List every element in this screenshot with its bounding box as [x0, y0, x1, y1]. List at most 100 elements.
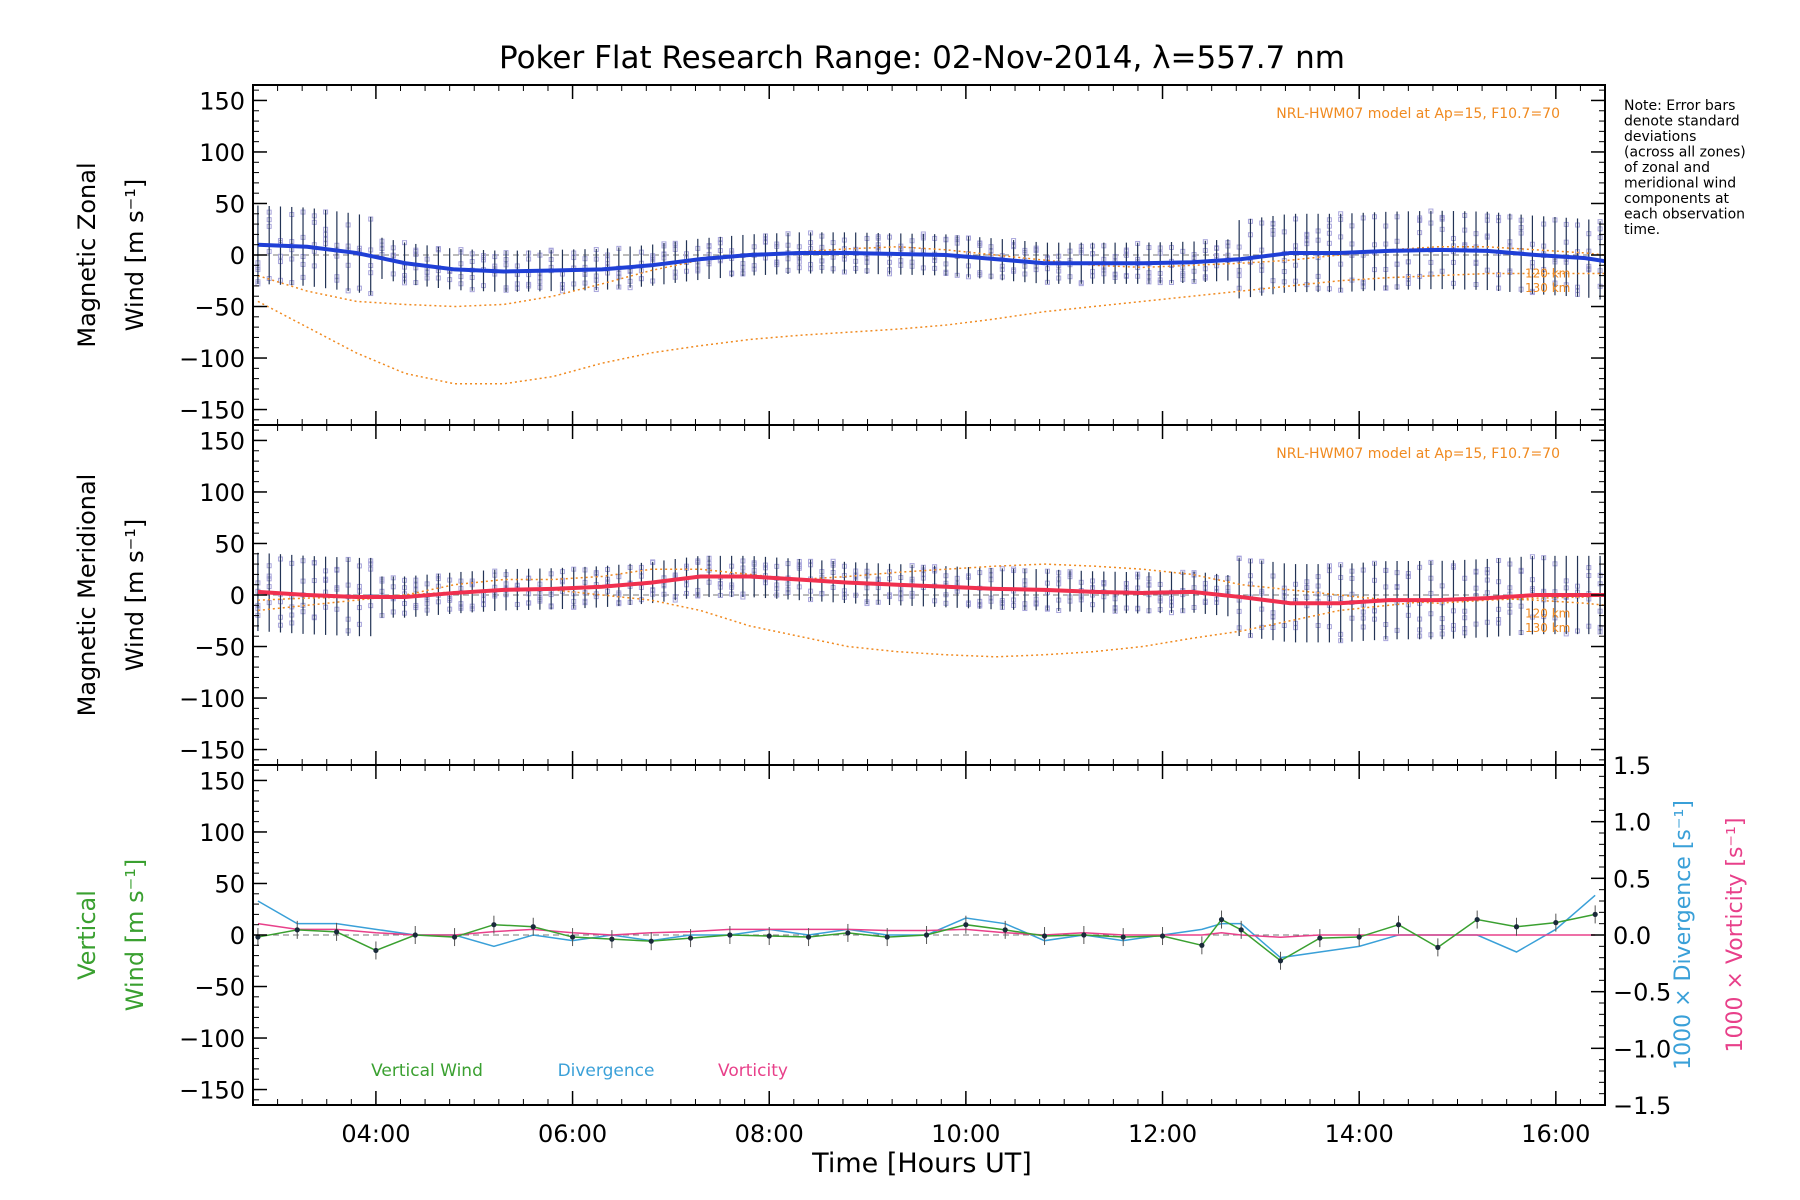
- vertical-wind-point: [1199, 942, 1205, 948]
- vertical-wind-point: [1592, 911, 1598, 917]
- x-tick-label: 16:00: [1521, 1120, 1590, 1148]
- vertical-wind-point: [1238, 927, 1244, 933]
- note-line: denote standard: [1624, 114, 1740, 130]
- vertical-wind-line: [257, 913, 1596, 962]
- model-note: NRL-HWM07 model at Ap=15, F10.7=70: [1276, 446, 1560, 462]
- vertical-wind-point: [805, 934, 812, 940]
- y-axis-label: Wind [m s⁻¹]: [121, 859, 149, 1011]
- vertical-wind-point: [412, 932, 418, 938]
- vertical-wind-point: [1159, 933, 1166, 939]
- y-axis-label: Magnetic Zonal: [73, 162, 101, 347]
- model-curve: [257, 589, 1606, 658]
- wind-series-line: [257, 574, 1605, 606]
- wind-series-line: [257, 242, 1606, 274]
- vertical-wind-point: [569, 934, 576, 940]
- vertical-wind-point: [963, 922, 969, 928]
- vertical-wind-point: [687, 935, 694, 941]
- vertical-wind-point: [373, 947, 379, 954]
- vertical-wind-point: [1435, 944, 1441, 950]
- right-tick-label: −0.5: [1613, 979, 1671, 1007]
- vertical-wind-point: [1395, 922, 1402, 928]
- right-tick-label: −1.0: [1613, 1035, 1671, 1063]
- y-axis-label: Magnetic Meridional: [73, 474, 101, 717]
- vertical-wind-point: [1081, 932, 1087, 938]
- vertical-wind-point: [766, 933, 772, 939]
- panel-vertical: Vertical Wind Divergence Vorticity 1.5 1.0 0.…: [73, 752, 1748, 1120]
- divergence-line: [257, 894, 1596, 959]
- y-tick-label: −50: [194, 634, 245, 662]
- vertical-wind-point: [1041, 933, 1048, 939]
- y-tick-label: 150: [199, 427, 245, 455]
- vertical-wind-point: [255, 934, 261, 940]
- y-tick-label: −150: [179, 1077, 245, 1105]
- note-line: Note: Error bars: [1624, 98, 1735, 114]
- vertical-wind-point: [530, 924, 536, 930]
- panel-frame: [252, 764, 1606, 1106]
- y-tick-label: 100: [199, 819, 245, 847]
- legend-label: Divergence: [558, 1061, 655, 1081]
- vertical-wind-point: [884, 934, 890, 940]
- vertical-wind-point: [1120, 934, 1126, 940]
- vertical-wind-point: [294, 927, 300, 933]
- right-tick-label: −1.5: [1613, 1092, 1671, 1120]
- x-tick-label: 06:00: [538, 1120, 607, 1148]
- vertical-wind-point: [1513, 924, 1520, 930]
- note-line: meridional wind: [1624, 176, 1736, 192]
- vertical-wind-point: [1356, 934, 1362, 940]
- y-tick-label: 0: [230, 582, 245, 610]
- note-line: each observation: [1624, 207, 1745, 223]
- vertical-wind-point: [727, 932, 733, 938]
- x-tick-label: 12:00: [1128, 1120, 1197, 1148]
- legend-label: Vertical Wind: [371, 1061, 483, 1081]
- note-line: of zonal and: [1624, 160, 1710, 176]
- model-level-label: 130 km: [1525, 621, 1570, 635]
- vertical-wind-point: [609, 936, 615, 942]
- vertical-wind-point: [333, 929, 340, 935]
- vertical-wind-point: [1277, 958, 1284, 964]
- y-tick-label: −100: [179, 685, 245, 713]
- y-tick-label: 0: [230, 922, 245, 950]
- y-tick-label: 50: [214, 870, 245, 898]
- y-tick-label: 0: [230, 242, 245, 270]
- note-line: deviations: [1624, 129, 1696, 145]
- right-tick-label: 0.0: [1613, 922, 1651, 950]
- y-tick-label: 50: [214, 530, 245, 558]
- model-level-label: 130 km: [1525, 281, 1570, 295]
- vertical-wind-point: [1317, 935, 1323, 941]
- y-axis-label: Wind [m s⁻¹]: [121, 519, 149, 671]
- x-tick-label: 14:00: [1325, 1120, 1394, 1148]
- y-tick-label: −100: [179, 345, 245, 373]
- plot-panels: NRL-HWM07 model at Ap=15, F10.7=70 120 km…: [73, 84, 1748, 1120]
- y-axis-label: Wind [m s⁻¹]: [121, 179, 149, 331]
- model-level-label: 120 km: [1525, 267, 1570, 281]
- chart-title: Poker Flat Research Range: 02-Nov-2014, …: [499, 40, 1345, 76]
- x-tick-label: 10:00: [931, 1120, 1000, 1148]
- y-tick-label: 100: [199, 479, 245, 507]
- y-tick-label: 100: [199, 139, 245, 167]
- y-tick-label: −150: [179, 397, 245, 425]
- y-tick-label: 150: [199, 87, 245, 115]
- legend-label: Vorticity: [718, 1061, 788, 1081]
- x-axis-label: Time [Hours UT]: [811, 1148, 1032, 1179]
- panel-meridional: NRL-HWM07 model at Ap=15, F10.7=70 120 km…: [73, 424, 1606, 766]
- y-tick-label: −100: [179, 1025, 245, 1053]
- right-axis-label: 1000 × Divergence [s⁻¹]: [1671, 800, 1696, 1070]
- vertical-wind-point: [1474, 916, 1480, 923]
- vertical-wind-point: [845, 930, 851, 936]
- x-tick-label: 04:00: [341, 1120, 410, 1148]
- y-tick-label: 150: [199, 767, 245, 795]
- note-line: time.: [1624, 222, 1660, 238]
- model-level-label: 120 km: [1525, 607, 1570, 621]
- right-tick-label: 1.5: [1613, 752, 1651, 780]
- y-tick-label: −50: [194, 294, 245, 322]
- vertical-wind-point: [1553, 920, 1559, 926]
- y-tick-label: −150: [179, 737, 245, 765]
- vertical-wind-point: [1218, 916, 1225, 923]
- model-curve: [257, 272, 1605, 385]
- model-note: NRL-HWM07 model at Ap=15, F10.7=70: [1276, 106, 1560, 122]
- vertical-wind-point: [923, 932, 930, 938]
- vertical-wind-point: [491, 922, 497, 928]
- x-axis-ticks: 04:00 06:00 08:00 10:00 12:00 14:00 16:00: [341, 1120, 1590, 1148]
